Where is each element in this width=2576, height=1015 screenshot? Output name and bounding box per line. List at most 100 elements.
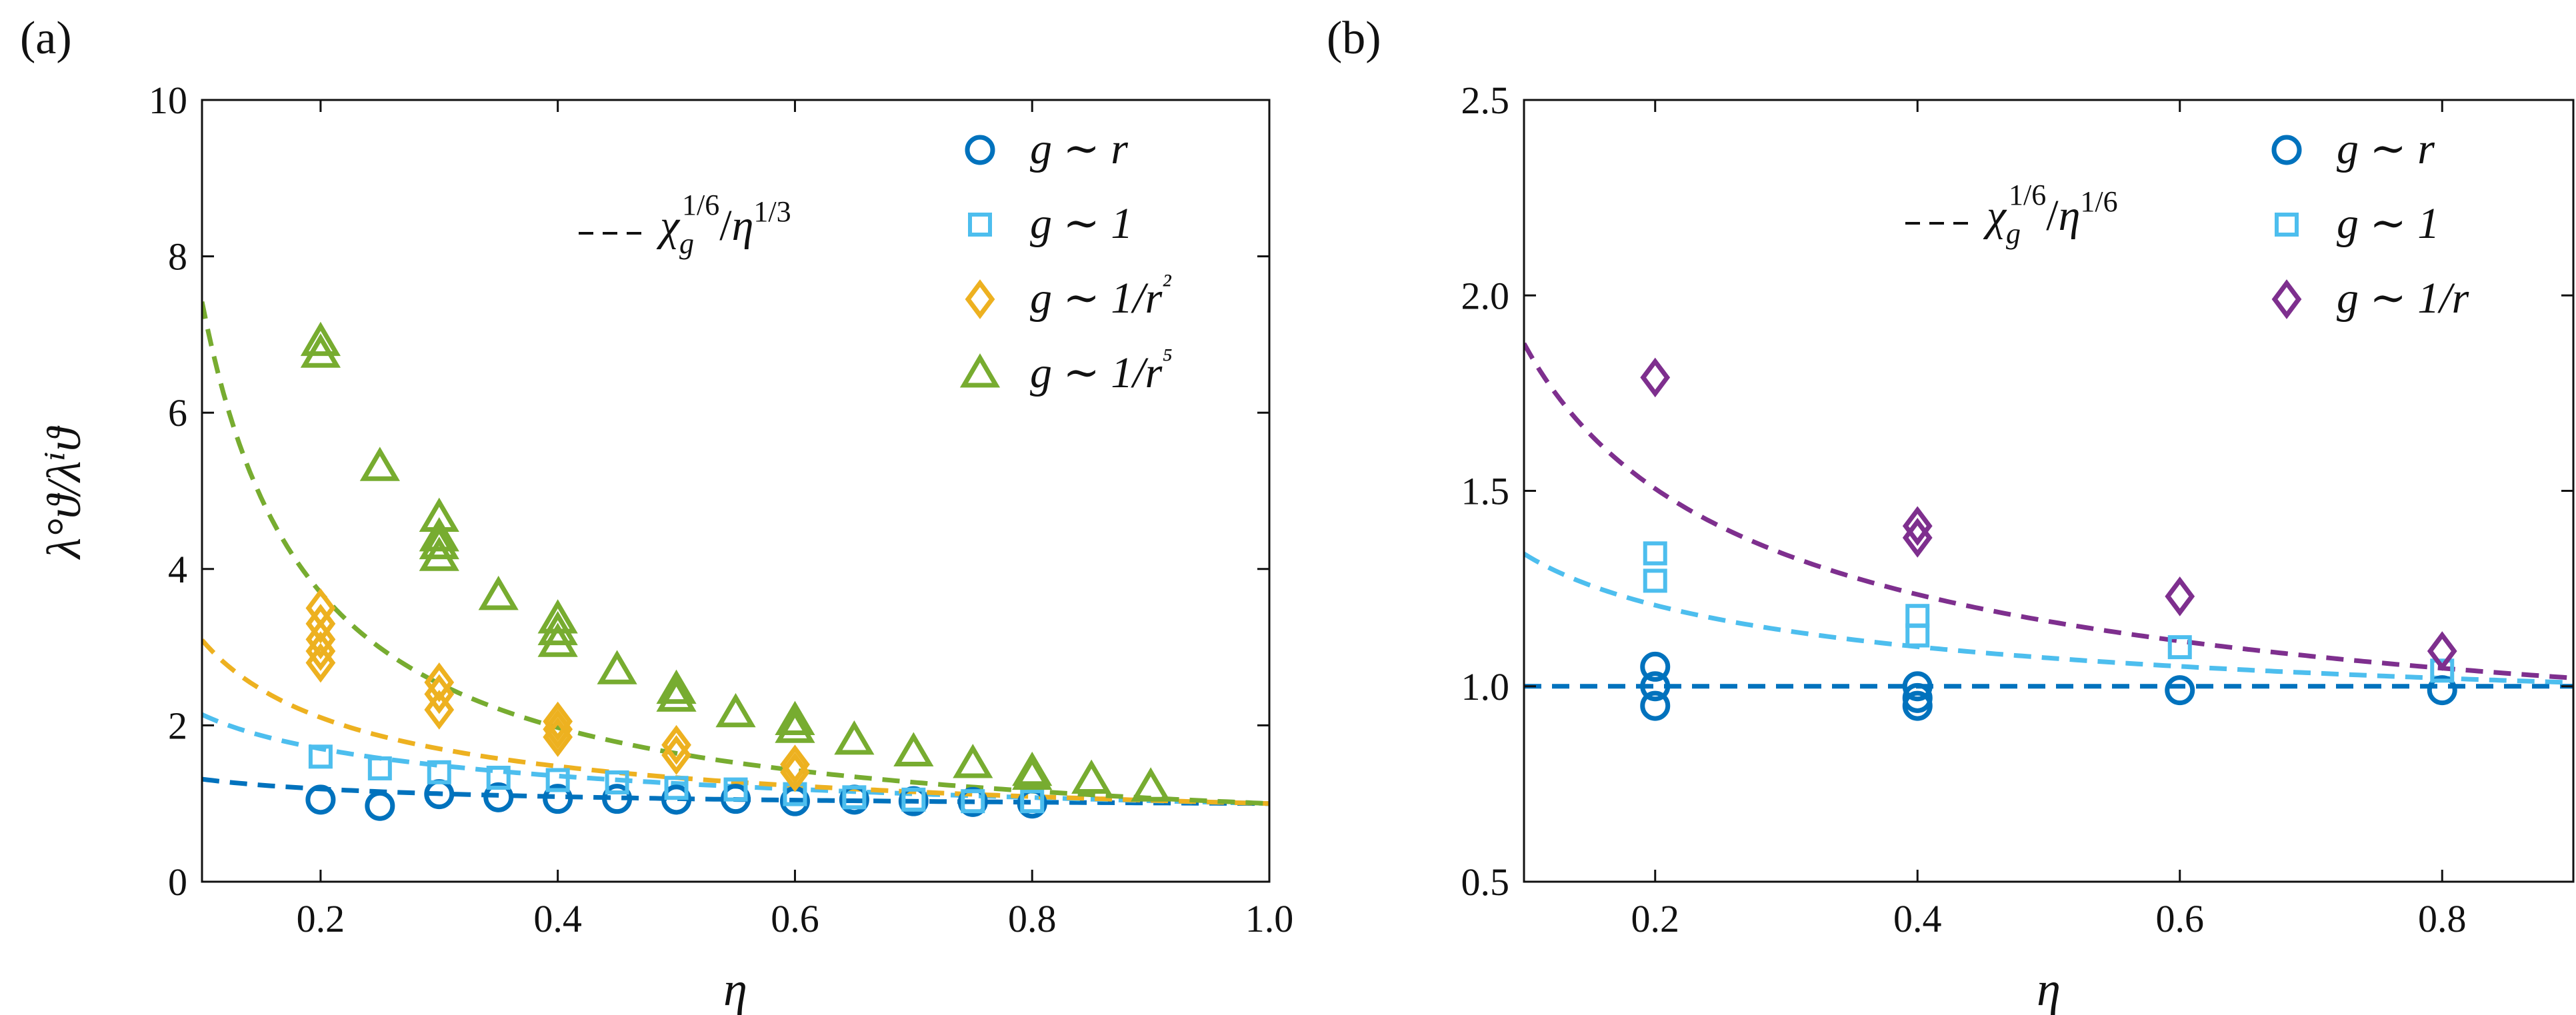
square-marker <box>1905 623 1930 648</box>
x-tick-label: 0.8 <box>1008 897 1057 940</box>
diamond-marker <box>543 701 573 742</box>
diamond-marker <box>1902 518 1933 558</box>
triangle-marker <box>656 669 697 704</box>
square-marker <box>842 785 867 810</box>
y-tick-label: 4 <box>168 548 187 591</box>
triangle-marker <box>1131 767 1171 802</box>
square-marker <box>486 765 511 790</box>
y-tick-label: 8 <box>168 235 187 279</box>
diamond-marker <box>2165 576 2195 616</box>
square-marker <box>367 756 392 780</box>
triangle-marker <box>419 536 459 571</box>
x-tick-label: 0.2 <box>297 897 345 940</box>
panel-b: (b) 0.2 0.4 0.6 0.8 0.5 1.0 1.5 2.0 2.5 η χg1/6/… <box>1327 13 2575 1015</box>
legend-label: g ∼ 1 <box>2337 199 2439 248</box>
square-marker <box>1643 541 1667 566</box>
legend-label: g ∼ 1/r² <box>1030 268 1171 323</box>
panel-a: (a) 0.2 0.4 0.6 0.8 1.0 0 2 4 6 8 10 η λ°ϑ/λⁱϑ χg1… <box>20 13 1293 1015</box>
triangle-marker <box>359 447 400 481</box>
x-tick-label: 0.8 <box>2418 897 2467 940</box>
panel-a-ticks: 0.2 0.4 0.6 0.8 1.0 0 2 4 6 8 10 <box>149 79 1293 940</box>
diamond-marker <box>543 709 573 750</box>
triangle-marker <box>419 524 459 560</box>
panel-b-xlabel: η <box>2037 962 2061 1015</box>
legend-square-marker <box>2275 213 2299 237</box>
panel-a-xlabel: η <box>723 962 747 1015</box>
triangle-marker <box>775 700 815 736</box>
y-tick-label: 0 <box>168 860 187 904</box>
triangle-marker <box>775 708 815 743</box>
panel-a-plot-frame <box>201 99 1271 883</box>
legend-circle-marker <box>965 135 995 165</box>
diamond-marker <box>305 604 336 644</box>
circle-marker <box>1902 671 1933 702</box>
y-tick-label: 2.5 <box>1461 79 1510 122</box>
square-marker <box>1905 604 1930 628</box>
fit-curve <box>202 301 1269 806</box>
triangle-marker <box>953 744 993 778</box>
triangle-marker <box>834 720 875 755</box>
panel-b-ticks: 0.2 0.4 0.6 0.8 0.5 1.0 1.5 2.0 2.5 <box>1461 79 2573 940</box>
fit-curve <box>1524 552 2573 685</box>
diamond-marker <box>424 662 455 702</box>
triangle-marker <box>300 321 341 357</box>
y-tick-label: 2.0 <box>1461 274 1510 317</box>
triangle-marker <box>537 622 578 657</box>
x-tick-label: 0.4 <box>533 897 582 940</box>
triangle-marker <box>419 516 459 552</box>
diamond-marker <box>1640 357 1671 398</box>
diamond-marker <box>305 642 336 683</box>
y-tick-label: 1.0 <box>1461 665 1510 708</box>
square-marker <box>2167 635 2192 660</box>
square-marker <box>427 760 451 784</box>
square-marker <box>664 776 689 800</box>
circle-marker <box>721 784 751 814</box>
triangle-marker <box>656 677 697 712</box>
circle-marker <box>483 782 514 812</box>
square-marker <box>308 744 333 769</box>
x-tick-label: 1.0 <box>1245 897 1294 940</box>
triangle-marker <box>1071 759 1112 794</box>
triangle-marker <box>715 692 756 728</box>
panel-a-label: (a) <box>20 13 72 64</box>
diamond-marker <box>305 631 336 671</box>
triangle-marker <box>300 333 341 368</box>
triangle-marker <box>893 732 934 766</box>
triangle-marker <box>597 650 637 684</box>
circle-marker <box>305 784 336 815</box>
diamond-marker <box>2427 631 2457 671</box>
circle-marker <box>661 784 692 815</box>
panel-a-ylabel: λ°ϑ/λⁱϑ <box>37 425 91 560</box>
diamond-marker <box>780 752 810 792</box>
legend-label: g ∼ 1 <box>1030 199 1133 248</box>
diamond-marker <box>543 717 573 757</box>
square-marker <box>723 777 748 802</box>
circle-marker <box>1640 690 1671 721</box>
y-tick-label: 10 <box>149 79 187 122</box>
circle-marker <box>2165 675 2195 706</box>
y-tick-label: 0.5 <box>1461 860 1510 904</box>
diamond-marker <box>661 724 691 765</box>
panel-b-label: (b) <box>1327 13 1381 64</box>
square-marker <box>1643 568 1667 593</box>
triangle-marker <box>1012 755 1053 790</box>
legend-diamond-marker <box>2271 279 2302 319</box>
circle-marker <box>2427 675 2457 706</box>
circle-marker <box>543 784 573 814</box>
circle-marker <box>365 790 395 821</box>
diamond-marker <box>424 674 455 714</box>
legend-label: g ∼ 1/r <box>2337 274 2469 323</box>
panel-a-ylabel-text: λ°ϑ/λⁱϑ <box>37 425 91 560</box>
y-tick-label: 1.5 <box>1461 470 1510 513</box>
x-tick-label: 0.2 <box>1631 897 1680 940</box>
panel-a-markers <box>300 321 1171 821</box>
x-tick-label: 0.6 <box>2156 897 2205 940</box>
diamond-marker <box>661 735 691 775</box>
y-tick-label: 2 <box>168 704 187 747</box>
fit-legend-label: χg1/6/η1/3 <box>656 189 791 260</box>
circle-marker <box>602 784 633 814</box>
triangle-marker <box>478 575 519 610</box>
square-marker <box>545 768 570 792</box>
triangle-marker <box>537 610 578 646</box>
